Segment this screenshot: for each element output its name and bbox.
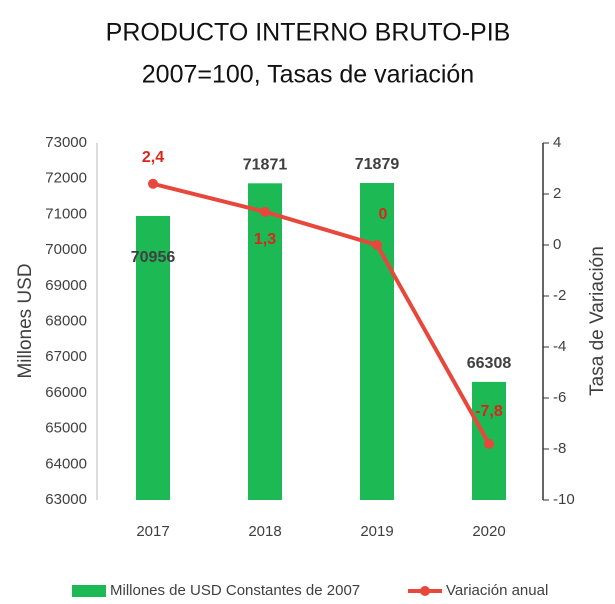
x-tick-label: 2018	[248, 523, 281, 540]
line-point	[148, 178, 158, 189]
y2-tick-label: 4	[553, 134, 561, 151]
bar	[360, 183, 394, 500]
bar-value-label: 71871	[243, 157, 288, 174]
line	[152, 181, 491, 445]
y-axis-label: Millones USD	[15, 263, 36, 378]
x-tick-label: 2020	[472, 523, 505, 540]
y-tick-label: 71000	[45, 205, 87, 222]
y2-tick-label: -10	[553, 491, 575, 508]
y2-tick-label: 0	[553, 236, 561, 253]
bar	[136, 215, 170, 500]
x-tick-label: 2019	[360, 523, 393, 540]
line-value-label: 0	[379, 206, 388, 223]
y2-tick-label: -6	[553, 389, 566, 406]
y-tick-label: 68000	[45, 312, 87, 329]
chart-title: 2007=100, Tasas de variación	[142, 61, 474, 89]
chart-title: PRODUCTO INTERNO BRUTO-PIB	[106, 19, 511, 47]
bar-value-label: 66308	[467, 355, 512, 372]
y2-tick-label: -2	[553, 287, 566, 304]
bar	[248, 183, 282, 500]
y-tick-label: 66000	[45, 384, 87, 401]
legend-label: Millones de USD Constantes de 2007	[110, 582, 360, 599]
legend-label: Variación anual	[446, 582, 548, 599]
line-point	[484, 438, 494, 449]
legend-swatch	[420, 586, 430, 596]
y-tick-label: 72000	[45, 170, 87, 187]
y-tick-label: 67000	[45, 348, 87, 365]
y-tick-label: 70000	[45, 241, 87, 258]
y-tick-label: 64000	[45, 455, 87, 472]
bar-value-label: 70956	[131, 249, 176, 266]
y-tick-label: 69000	[45, 277, 87, 294]
legend-swatch	[72, 585, 106, 597]
line-value-label: -7,8	[475, 403, 503, 420]
line-value-label: 2,4	[142, 149, 164, 166]
line-point	[372, 240, 382, 250]
y2-tick-label: -4	[553, 338, 566, 355]
y2-tick-label: -8	[553, 440, 566, 457]
y2-tick-label: 2	[553, 185, 561, 202]
bar-value-label: 71879	[355, 156, 400, 173]
y-tick-label: 73000	[45, 134, 87, 151]
line-value-label: 1,3	[254, 231, 276, 248]
x-tick-label: 2017	[136, 523, 169, 540]
line-point	[260, 206, 270, 217]
y-tick-label: 65000	[45, 420, 87, 437]
y2-axis-label: Tasa de Variación	[587, 246, 608, 396]
y-tick-label: 63000	[45, 491, 87, 508]
